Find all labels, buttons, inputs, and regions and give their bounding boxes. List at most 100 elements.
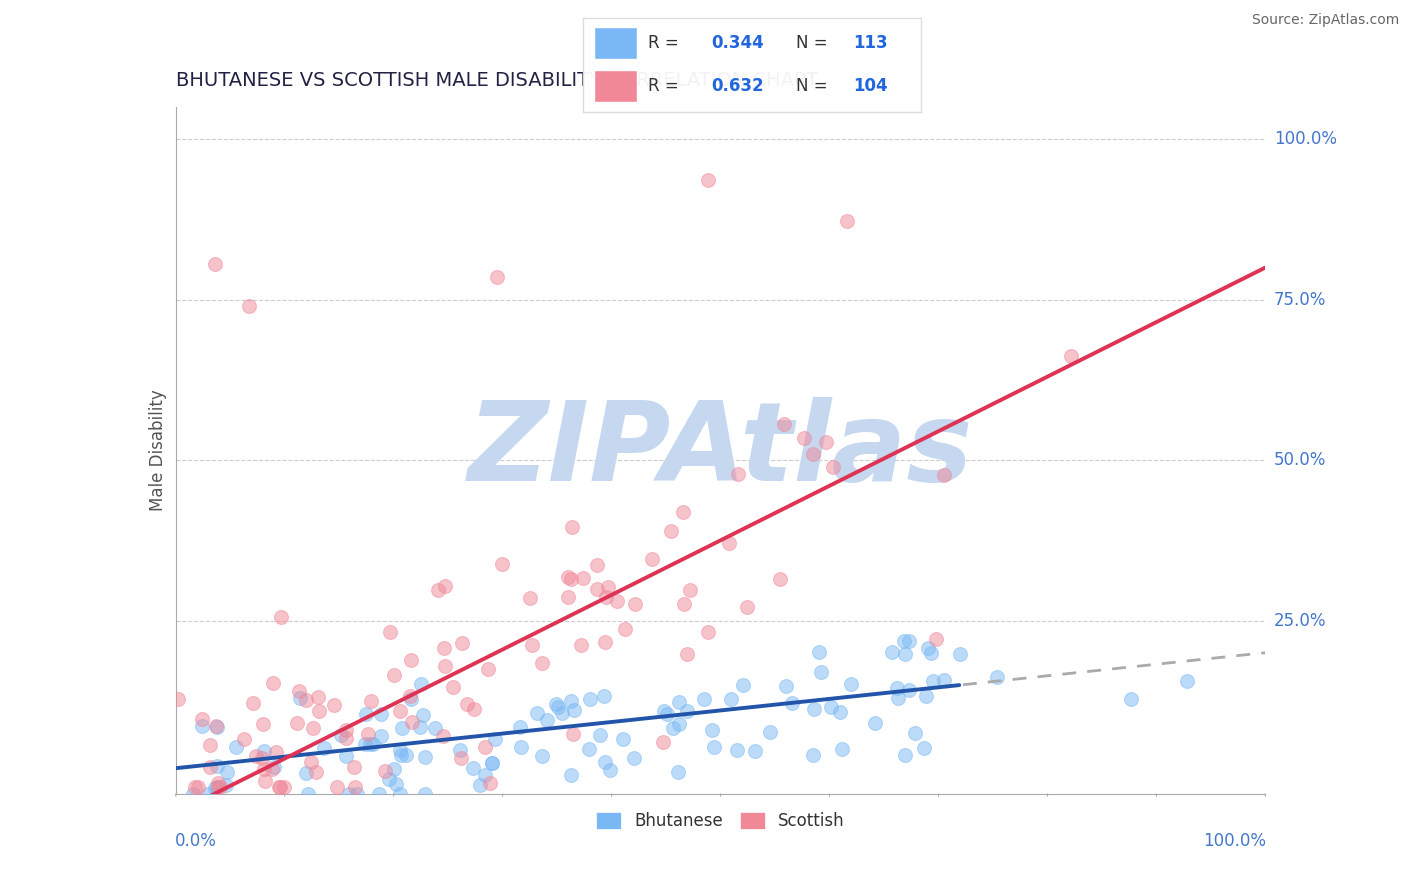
Point — [666, 764, 689, 779]
Text: 100.0%: 100.0% — [1274, 130, 1337, 148]
Point — [801, 747, 824, 762]
Point — [831, 741, 853, 756]
Point — [696, 624, 718, 639]
Point — [596, 580, 619, 594]
Point — [395, 747, 418, 762]
Point — [1175, 673, 1198, 688]
Point — [360, 693, 382, 707]
Point — [267, 780, 290, 795]
Point — [449, 743, 471, 757]
Point — [456, 698, 478, 712]
Point — [294, 766, 316, 780]
Point — [578, 742, 600, 756]
Point — [269, 780, 291, 795]
Point — [897, 634, 920, 648]
Point — [415, 787, 437, 801]
Point — [557, 590, 579, 604]
Point — [463, 761, 485, 775]
Point — [323, 698, 346, 712]
Point — [932, 467, 955, 482]
Point — [474, 768, 496, 782]
Point — [530, 748, 553, 763]
Point — [401, 653, 423, 667]
Point — [288, 690, 311, 705]
Point — [810, 665, 832, 680]
Point — [441, 680, 464, 694]
Point — [198, 738, 221, 752]
Point — [652, 704, 675, 718]
Point — [307, 690, 329, 704]
Text: 0.632: 0.632 — [711, 78, 765, 95]
Point — [585, 582, 607, 597]
Point — [915, 689, 938, 703]
Text: 0.344: 0.344 — [711, 34, 765, 52]
Point — [887, 690, 910, 705]
Point — [204, 257, 226, 271]
Point — [433, 578, 456, 592]
Point — [374, 764, 396, 779]
Point — [668, 695, 690, 709]
Point — [1119, 692, 1142, 706]
Point — [477, 662, 499, 676]
Point — [412, 707, 434, 722]
Text: 100.0%: 100.0% — [1204, 831, 1267, 850]
Point — [536, 713, 558, 727]
Point — [924, 632, 946, 646]
Point — [718, 536, 741, 550]
Point — [720, 691, 742, 706]
Point — [922, 673, 945, 688]
Point — [361, 737, 384, 751]
Point — [693, 691, 716, 706]
Point — [606, 594, 628, 608]
Point — [949, 647, 972, 661]
Point — [273, 780, 295, 795]
Point — [197, 787, 219, 801]
Point — [557, 570, 579, 584]
Text: R =: R = — [648, 34, 683, 52]
Point — [367, 787, 389, 801]
FancyBboxPatch shape — [593, 28, 637, 59]
Point — [385, 776, 408, 790]
Point — [641, 552, 664, 566]
Point — [700, 723, 723, 737]
Y-axis label: Male Disability: Male Disability — [149, 390, 167, 511]
Point — [253, 762, 276, 776]
Point — [807, 645, 830, 659]
Point — [335, 731, 357, 745]
Point — [839, 677, 862, 691]
Text: 113: 113 — [853, 34, 889, 52]
Point — [894, 647, 917, 661]
Point — [302, 721, 325, 735]
Point — [481, 756, 503, 770]
Point — [893, 634, 915, 648]
Point — [526, 706, 548, 721]
Point — [898, 682, 921, 697]
Point — [727, 467, 749, 481]
Point — [894, 748, 917, 763]
Point — [655, 707, 678, 722]
Point — [433, 641, 456, 656]
Point — [214, 778, 236, 792]
Point — [769, 573, 792, 587]
Point — [207, 775, 229, 789]
Point — [519, 591, 541, 606]
Point — [562, 703, 585, 717]
Point — [651, 735, 673, 749]
Point — [225, 740, 247, 755]
Point — [673, 597, 696, 611]
Point — [238, 299, 260, 313]
Point — [411, 677, 433, 691]
Point — [569, 638, 592, 652]
Point — [551, 706, 574, 721]
Point — [207, 780, 229, 795]
Point — [370, 707, 392, 722]
Point — [886, 681, 908, 695]
Point — [451, 636, 474, 650]
Point — [793, 431, 815, 445]
Point — [623, 750, 645, 764]
Point — [595, 590, 617, 604]
Point — [479, 775, 502, 789]
Point — [932, 673, 955, 688]
Point — [904, 726, 927, 740]
Point — [250, 751, 273, 765]
